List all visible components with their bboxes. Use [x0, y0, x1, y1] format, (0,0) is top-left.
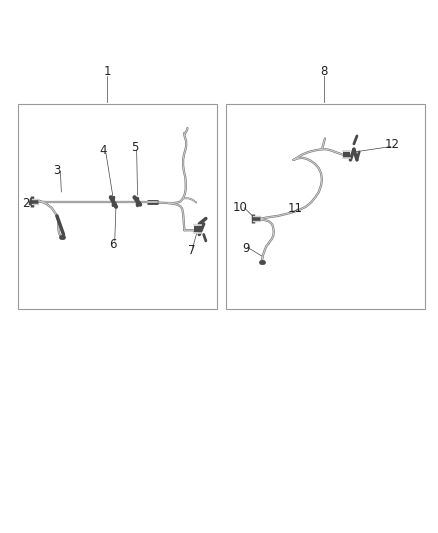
Text: 2: 2 [22, 197, 30, 210]
Text: 6: 6 [109, 238, 117, 251]
Text: 12: 12 [385, 139, 399, 151]
Bar [226, 104, 425, 309]
Text: 4: 4 [99, 144, 107, 157]
Text: 1: 1 [103, 66, 111, 78]
Text: 3: 3 [53, 164, 60, 177]
Text: 7: 7 [188, 244, 196, 257]
Text: 11: 11 [288, 203, 303, 215]
Text: 5: 5 [131, 141, 138, 154]
Bar [18, 104, 217, 309]
Text: 9: 9 [242, 243, 250, 255]
Text: 8: 8 [321, 66, 328, 78]
Text: 10: 10 [233, 201, 247, 214]
